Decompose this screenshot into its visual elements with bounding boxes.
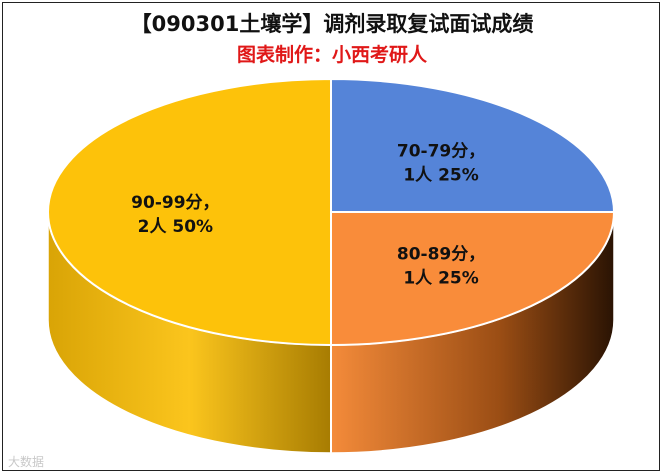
- pie-slice-90-99分: [47, 77, 332, 347]
- pie-data-label: 80-89分， 1人 25%: [397, 245, 485, 289]
- pie-labels: 70-79分， 1人 25% 80-89分， 1人 25% 90-99分， 2人 50%: [131, 141, 485, 288]
- pie-data-label: 90-99分， 2人 50%: [131, 193, 219, 237]
- watermark-logo: 大数据: [8, 455, 45, 469]
- chart-title: 【090301土壤学】调剂录取复试面试成绩: [130, 12, 534, 36]
- pie-slice-70-79分: [330, 77, 616, 213]
- pie-tops: [47, 77, 616, 347]
- chart-subtitle: 图表制作：小西考研人: [236, 44, 427, 66]
- pie-data-label: 70-79分， 1人 25%: [397, 141, 485, 185]
- pie-slice-80-89分: [330, 211, 616, 347]
